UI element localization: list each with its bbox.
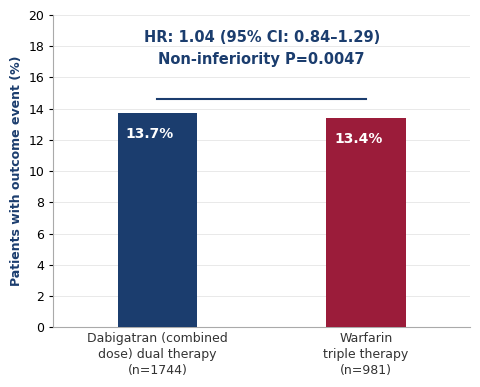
Text: Non-inferiority P=0.0047: Non-inferiority P=0.0047 [158,52,365,67]
Text: 13.4%: 13.4% [334,132,383,146]
Bar [118,113,197,327]
Text: HR: 1.04 (95% CI: 0.84–1.29): HR: 1.04 (95% CI: 0.84–1.29) [144,30,380,45]
Text: 13.7%: 13.7% [126,127,174,141]
Y-axis label: Patients with outcome event (%): Patients with outcome event (%) [10,56,23,286]
Bar [326,118,406,327]
